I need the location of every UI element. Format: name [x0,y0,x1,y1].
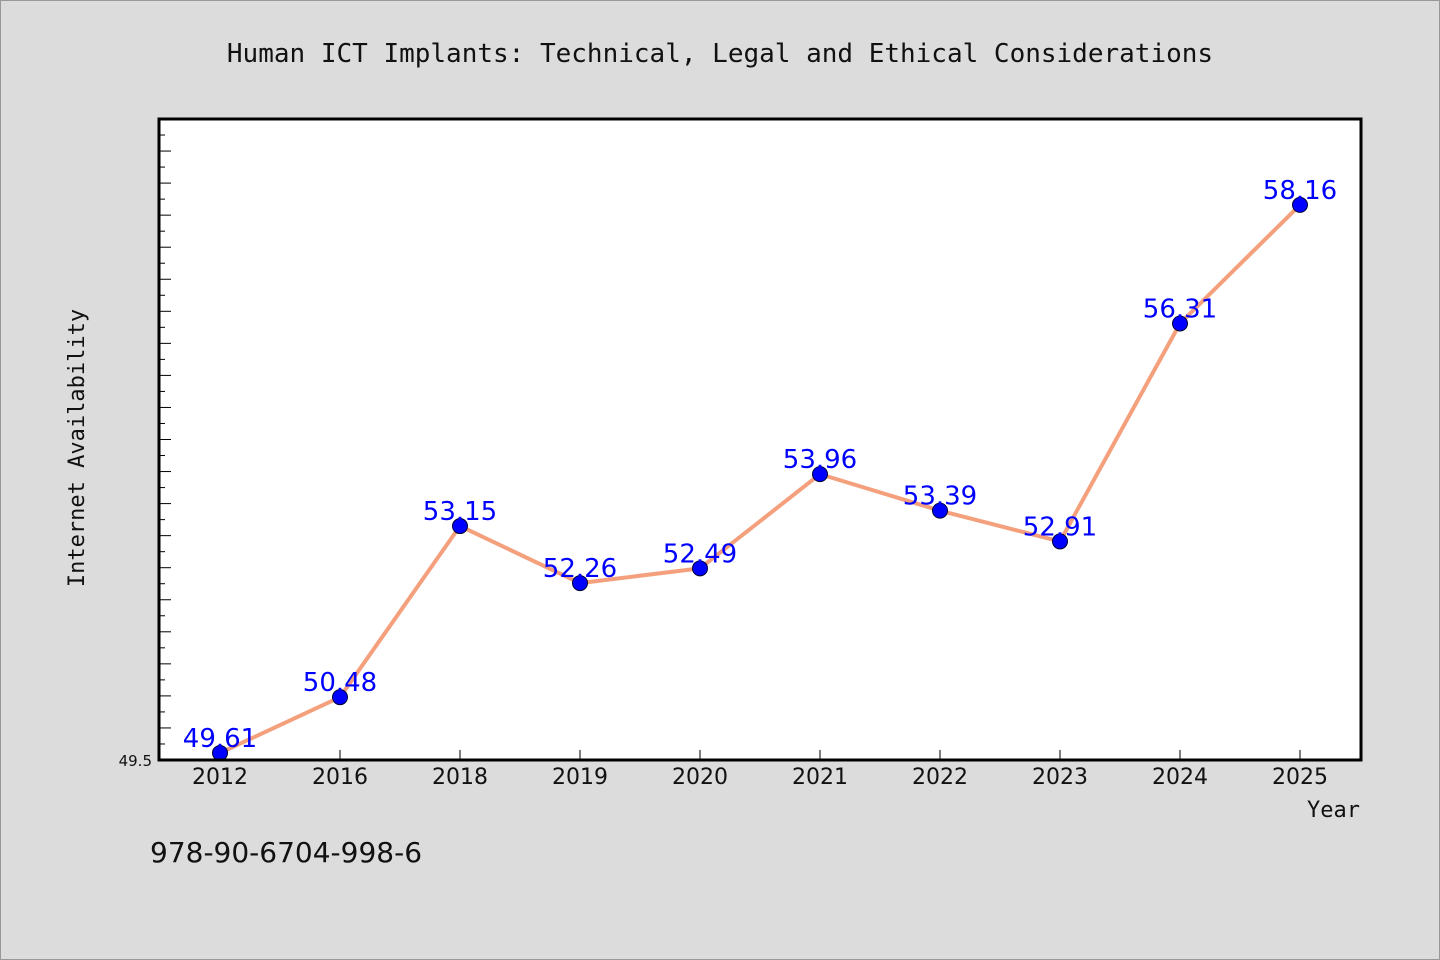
plot-frame [157,117,1363,762]
data-label: 50.48 [303,668,377,698]
data-point [932,502,948,519]
x-tick-label: 2025 [1272,765,1328,790]
data-point [1292,196,1308,213]
y-tick-label: 49.5 [119,752,152,770]
x-axis-label: Year [1307,798,1360,823]
data-label: 58.16 [1263,176,1337,206]
x-tick-label: 2024 [1152,765,1208,790]
data-label: 49.61 [183,724,257,754]
data-point [1172,315,1188,332]
x-tick-label: 2018 [432,765,488,790]
data-point [1052,533,1068,550]
data-label: 52.26 [543,554,617,584]
data-label: 53.39 [903,482,977,512]
data-label: 52.49 [663,539,737,569]
x-tick-label: 2021 [792,765,848,790]
data-label: 52.91 [1023,512,1097,542]
x-tick-label: 2019 [552,765,608,790]
x-tick-label: 2016 [312,765,368,790]
plot-area [159,119,1361,760]
data-point [332,689,348,706]
y-axis-ticks [159,118,171,761]
data-points [212,196,1308,761]
data-point [812,466,828,483]
chart-title: Human ICT Implants: Technical, Legal and… [227,39,1213,69]
data-point [452,518,468,535]
data-labels: 49.61 50.48 53.15 52.26 52.49 53.96 53.39 52.91… [183,176,1337,754]
data-point [572,575,588,592]
x-tick-label: 2012 [192,765,248,790]
data-label: 53.96 [783,445,857,475]
data-label: 53.15 [423,497,497,527]
x-axis-ticks: 2012 2016 2018 2019 2020 2021 2022 2023 2024 2025 [192,750,1328,790]
series-line [219,203,1302,755]
x-tick-label: 2023 [1032,765,1088,790]
data-label: 56.31 [1143,294,1217,324]
y-axis-label: Internet Availability [65,309,90,587]
x-tick-label: 2022 [912,765,968,790]
isbn-footer: 978-90-6704-998-6 [150,836,422,869]
x-tick-label: 2020 [672,765,728,790]
data-point [692,560,708,577]
